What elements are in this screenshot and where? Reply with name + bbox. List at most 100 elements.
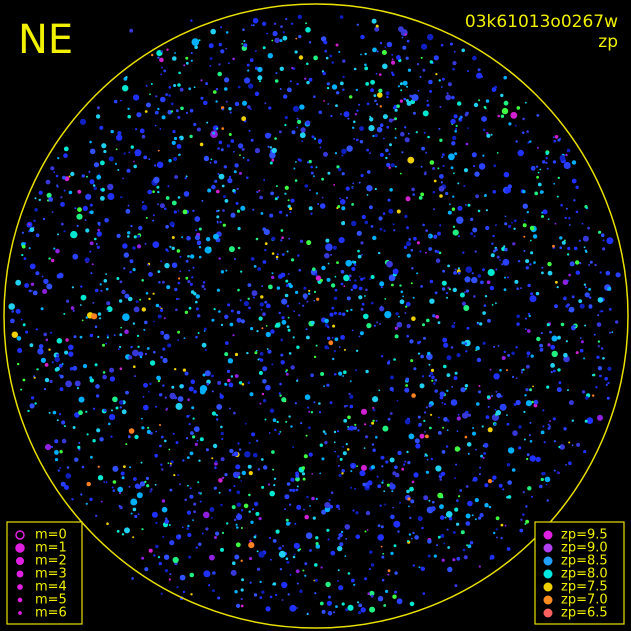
- star: [253, 452, 258, 458]
- star: [273, 22, 277, 25]
- star: [184, 371, 189, 376]
- star: [478, 473, 481, 476]
- star: [369, 152, 371, 155]
- star: [177, 339, 180, 341]
- star: [512, 242, 515, 245]
- star: [396, 399, 399, 402]
- star: [182, 590, 186, 594]
- star: [146, 429, 151, 434]
- star: [153, 176, 160, 184]
- star: [380, 455, 385, 460]
- star: [237, 513, 240, 516]
- star: [168, 86, 172, 89]
- star: [378, 88, 383, 93]
- star: [563, 239, 566, 242]
- star: [578, 299, 583, 303]
- star: [286, 304, 290, 308]
- star: [536, 114, 540, 117]
- star: [523, 235, 526, 238]
- star: [391, 71, 394, 74]
- star: [291, 66, 294, 70]
- star: [503, 350, 506, 354]
- star: [400, 89, 403, 92]
- star: [57, 469, 60, 472]
- star: [425, 151, 428, 154]
- star: [353, 67, 357, 71]
- star: [198, 255, 202, 259]
- star: [565, 207, 568, 210]
- star: [149, 93, 151, 96]
- star: [295, 290, 299, 294]
- star: [442, 164, 445, 167]
- star: [424, 431, 426, 433]
- star: [321, 196, 324, 199]
- star: [383, 490, 386, 493]
- star: [133, 477, 137, 481]
- star: [365, 369, 369, 374]
- star: [240, 509, 244, 512]
- star: [240, 480, 243, 482]
- star: [244, 422, 247, 425]
- star: [397, 450, 402, 456]
- star: [420, 56, 423, 59]
- star: [475, 194, 479, 199]
- star: [370, 88, 374, 93]
- star: [428, 79, 433, 85]
- star: [188, 386, 194, 392]
- star: [103, 149, 107, 154]
- star: [462, 548, 466, 552]
- star: [471, 272, 474, 275]
- star: [608, 307, 612, 311]
- star: [402, 80, 408, 86]
- star: [94, 288, 99, 293]
- star: [389, 457, 395, 463]
- star: [346, 145, 353, 152]
- star: [449, 42, 453, 46]
- zp-label: zp=7.5: [561, 580, 608, 595]
- star: [393, 358, 396, 361]
- star: [340, 199, 346, 205]
- star: [177, 83, 181, 87]
- star: [306, 62, 309, 66]
- star: [489, 285, 495, 291]
- magnitude-marker: [16, 570, 24, 578]
- star: [269, 213, 274, 218]
- star: [306, 300, 309, 303]
- star: [309, 549, 312, 552]
- star: [476, 321, 479, 324]
- star: [260, 212, 264, 215]
- star: [429, 298, 435, 304]
- star: [172, 432, 175, 435]
- star: [211, 516, 213, 519]
- star: [381, 465, 384, 468]
- star: [369, 424, 372, 427]
- star: [439, 138, 443, 142]
- star: [152, 214, 155, 217]
- star: [286, 482, 291, 486]
- star: [173, 136, 178, 141]
- star: [539, 348, 544, 352]
- star: [399, 82, 403, 86]
- star: [121, 533, 125, 536]
- star: [216, 127, 219, 130]
- star: [438, 416, 440, 419]
- star: [331, 61, 335, 64]
- star: [388, 118, 393, 123]
- star: [217, 173, 220, 175]
- star: [453, 172, 455, 175]
- star: [445, 292, 448, 295]
- star: [88, 170, 91, 173]
- star: [133, 160, 135, 163]
- star: [458, 495, 461, 498]
- star: [248, 510, 251, 513]
- star: [569, 261, 575, 267]
- star: [507, 447, 515, 454]
- star: [401, 467, 405, 471]
- star: [462, 251, 465, 254]
- star: [334, 450, 336, 453]
- star: [170, 110, 174, 113]
- star: [333, 373, 337, 376]
- star: [606, 396, 610, 400]
- star: [291, 258, 295, 262]
- magnitude-marker: [17, 584, 23, 590]
